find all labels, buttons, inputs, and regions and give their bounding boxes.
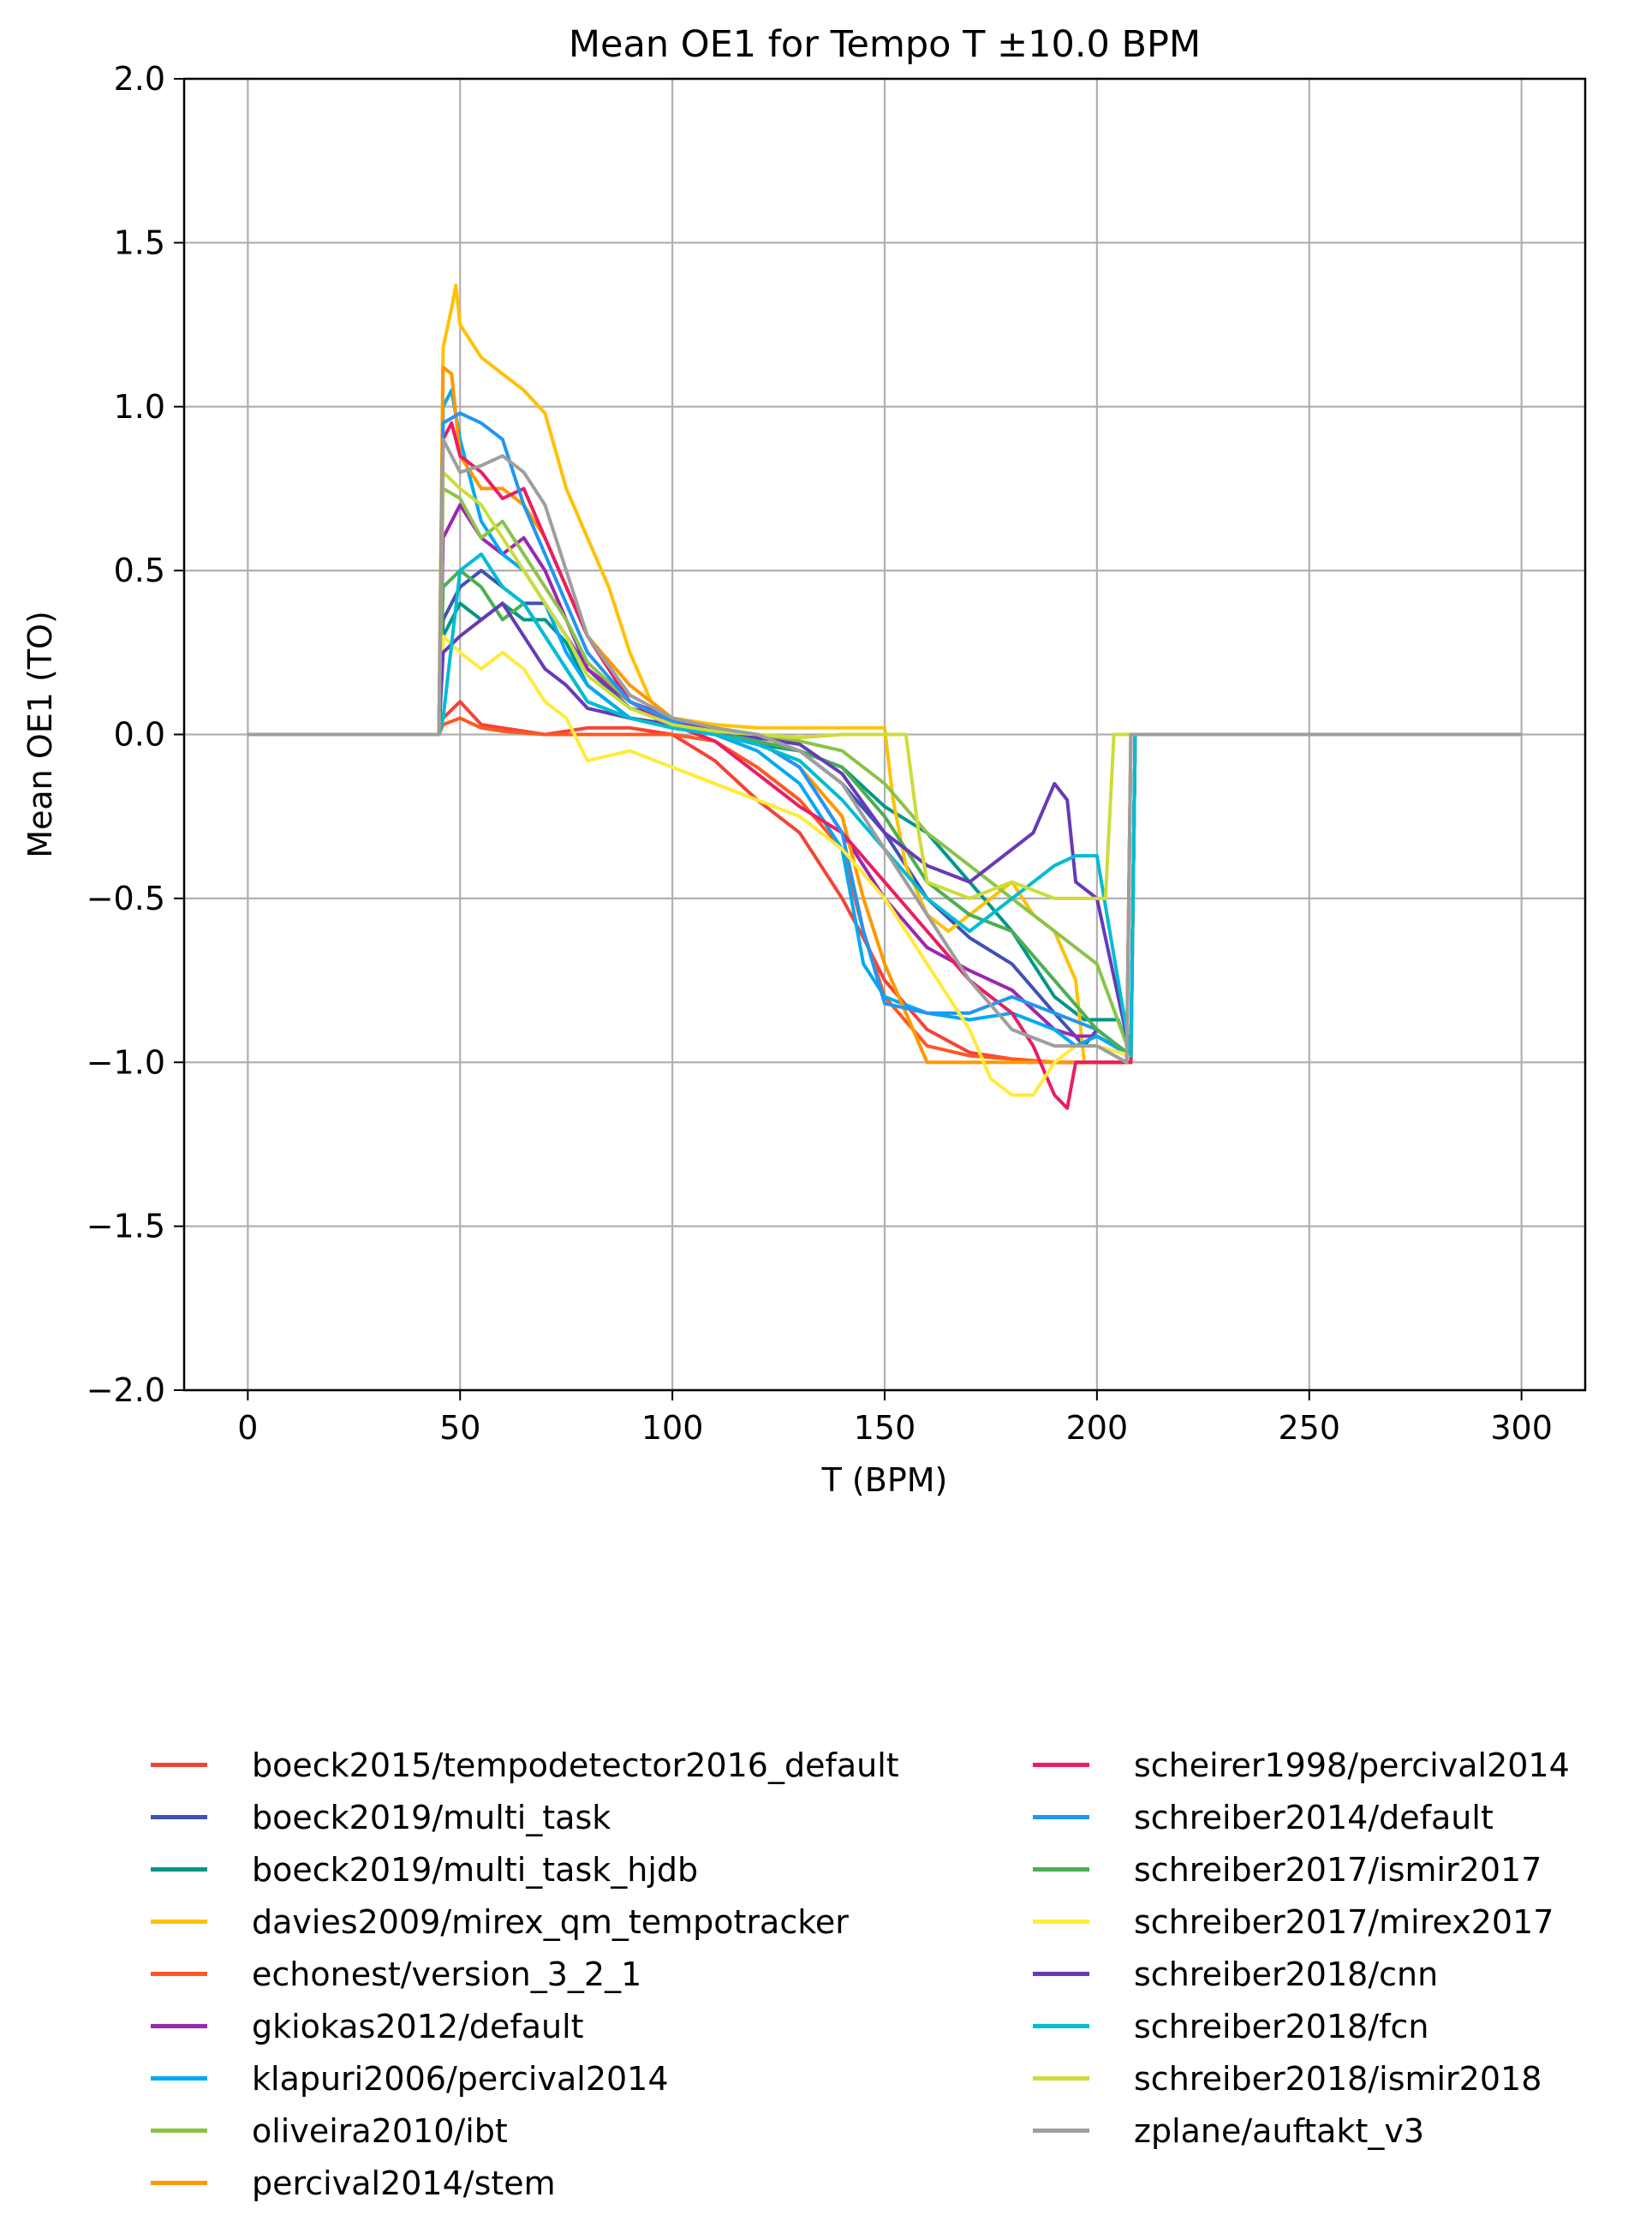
legend-label: schreiber2018/cnn <box>1134 1955 1439 1993</box>
y-tick-label: 0.5 <box>114 552 165 589</box>
series-line <box>248 634 1522 1097</box>
legend-swatch <box>151 1763 207 1767</box>
x-tick-label: 100 <box>641 1409 704 1447</box>
y-tick-label: −1.0 <box>86 1043 165 1081</box>
legend-item: schreiber2018/ismir2018 <box>1019 2052 1627 2105</box>
legend-label: klapuri2006/percival2014 <box>252 2059 669 2098</box>
legend-swatch <box>1033 2024 1089 2028</box>
x-tick-label: 0 <box>237 1409 258 1447</box>
legend-label: schreiber2014/default <box>1134 1798 1494 1836</box>
legend-item: boeck2019/multi_task_hjdb <box>137 1843 1019 1896</box>
legend-swatch <box>1033 2129 1089 2133</box>
legend-label: schreiber2017/ismir2017 <box>1134 1850 1542 1889</box>
series-line <box>248 284 1522 1065</box>
legend-swatch <box>151 2181 207 2185</box>
series-line <box>248 388 1522 1058</box>
series-line <box>248 601 1522 1058</box>
legend-swatch <box>1033 1815 1089 1819</box>
chart: 0 50 100 150 200 250 300 −2.0 −1.5 −1.0 −0.5 0.0 0.5… <box>21 23 1587 1499</box>
series-line <box>248 470 1522 900</box>
legend-item: schreiber2014/default <box>1019 1791 1627 1843</box>
y-axis-label: Mean OE1 (TO) <box>21 611 59 858</box>
legend-item: boeck2015/tempodetector2016_default <box>137 1739 1019 1791</box>
x-tick-label: 50 <box>439 1409 480 1447</box>
legend-swatch <box>151 2076 207 2081</box>
legend-swatch <box>1033 1867 1089 1872</box>
legend-label: schreiber2017/mirex2017 <box>1134 1902 1554 1941</box>
legend-item: gkiokas2012/default <box>137 2000 1019 2052</box>
legend-label: boeck2019/multi_task <box>252 1798 611 1836</box>
legend-item: schreiber2017/mirex2017 <box>1019 1896 1627 1948</box>
legend-item: klapuri2006/percival2014 <box>137 2052 1019 2105</box>
y-tick-label: −2.0 <box>86 1371 165 1409</box>
legend-item: schreiber2018/cnn <box>1019 1948 1627 2000</box>
legend-swatch <box>1033 2076 1089 2081</box>
legend-swatch <box>1033 1920 1089 1924</box>
legend-label: oliveira2010/ibt <box>252 2111 508 2150</box>
x-axis-label: T (BPM) <box>821 1461 948 1499</box>
legend-swatch <box>151 2129 207 2133</box>
legend-label: scheirer1998/percival2014 <box>1134 1746 1570 1784</box>
legend-item: oliveira2010/ibt <box>137 2105 1019 2157</box>
legend-label: schreiber2018/fcn <box>1134 2007 1429 2045</box>
legend-label: percival2014/stem <box>252 2164 556 2202</box>
legend-item: schreiber2017/ismir2017 <box>1019 1843 1627 1896</box>
legend-swatch <box>151 1920 207 1924</box>
y-tick-label: −0.5 <box>86 880 165 917</box>
y-tick-label: −1.5 <box>86 1208 165 1245</box>
x-tick-label: 250 <box>1278 1409 1340 1447</box>
legend-item: echonest/version_3_2_1 <box>137 1948 1019 2000</box>
legend-swatch <box>151 1867 207 1872</box>
y-tick-label: 0.0 <box>114 716 165 754</box>
x-tick-label: 300 <box>1490 1409 1553 1447</box>
legend-label: boeck2015/tempodetector2016_default <box>252 1746 899 1784</box>
y-tick-label: 1.5 <box>114 224 165 261</box>
legend-item: schreiber2018/fcn <box>1019 2000 1627 2052</box>
legend-swatch <box>151 1972 207 1976</box>
legend-label: schreiber2018/ismir2018 <box>1134 2059 1542 2098</box>
series-line <box>248 438 1522 1065</box>
legend-swatch <box>151 2024 207 2028</box>
legend-label: davies2009/mirex_qm_tempotracker <box>252 1902 849 1941</box>
legend-label: boeck2019/multi_task_hjdb <box>252 1850 699 1889</box>
y-tick-label: 2.0 <box>114 60 165 98</box>
series-layer <box>248 284 1522 1110</box>
ticks: 0 50 100 150 200 250 300 −2.0 −1.5 −1.0 −0.5 0.0 0.5… <box>86 60 1553 1447</box>
chart-title: Mean OE1 for Tempo T ±10.0 BPM <box>569 23 1201 66</box>
legend-swatch <box>1033 1972 1089 1976</box>
legend-label: zplane/auftakt_v3 <box>1134 2111 1425 2150</box>
legend-item: scheirer1998/percival2014 <box>1019 1739 1627 1791</box>
y-tick-label: 1.0 <box>114 388 165 426</box>
legend-swatch <box>151 1815 207 1819</box>
x-tick-label: 200 <box>1066 1409 1129 1447</box>
legend-item: percival2014/stem <box>137 2157 1019 2209</box>
legend-swatch <box>1033 1763 1089 1767</box>
legend-label: echonest/version_3_2_1 <box>252 1955 642 1993</box>
legend-item: boeck2019/multi_task <box>137 1791 1019 1843</box>
legend-item: davies2009/mirex_qm_tempotracker <box>137 1896 1019 1948</box>
x-tick-label: 150 <box>854 1409 916 1447</box>
legend-label: gkiokas2012/default <box>252 2007 584 2045</box>
legend-item: zplane/auftakt_v3 <box>1019 2105 1627 2157</box>
series-line <box>248 552 1522 1058</box>
